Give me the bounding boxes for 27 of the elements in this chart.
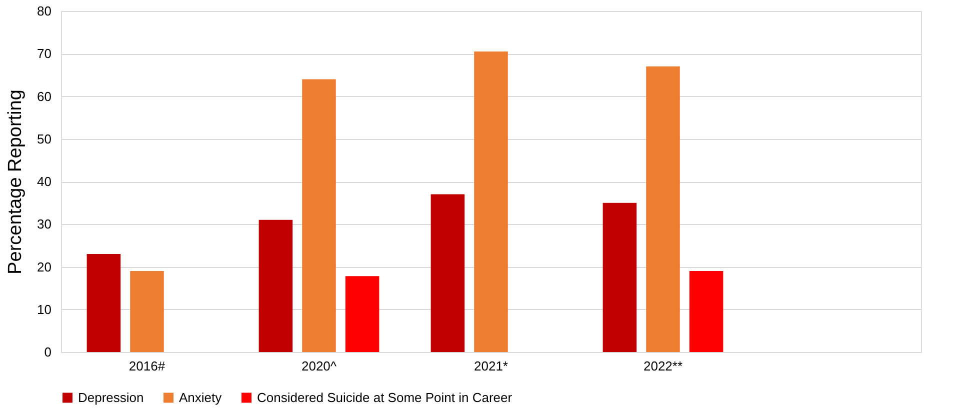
legend-label: Considered Suicide at Some Point in Career — [257, 390, 513, 405]
x-tick-label: 2021* — [474, 358, 508, 374]
bar — [345, 276, 380, 352]
bar — [646, 66, 680, 352]
bar — [602, 202, 637, 352]
legend-label: Anxiety — [179, 390, 222, 405]
bar — [474, 51, 508, 352]
y-tick-label: 60 — [37, 88, 52, 104]
y-axis-title: Percentage Reporting — [5, 90, 26, 274]
bar — [302, 79, 336, 352]
x-tick-label: 2016# — [128, 358, 166, 374]
y-tick-label: 80 — [37, 4, 52, 18]
bar — [130, 271, 164, 352]
bar — [689, 271, 724, 352]
y-tick-label: 50 — [37, 131, 52, 146]
legend-label: Depression — [78, 390, 144, 405]
bar — [258, 220, 293, 352]
x-tick-label: 2020^ — [301, 358, 338, 374]
y-tick-label: 40 — [37, 174, 52, 189]
bar — [430, 194, 465, 352]
y-tick-label: 0 — [44, 344, 52, 360]
x-tick-label: 2022** — [643, 358, 683, 374]
y-tick-label: 30 — [37, 216, 52, 232]
y-tick-label: 10 — [37, 302, 52, 317]
y-tick-label: 20 — [37, 259, 52, 274]
bar — [86, 254, 121, 352]
y-tick-label: 70 — [37, 46, 52, 62]
